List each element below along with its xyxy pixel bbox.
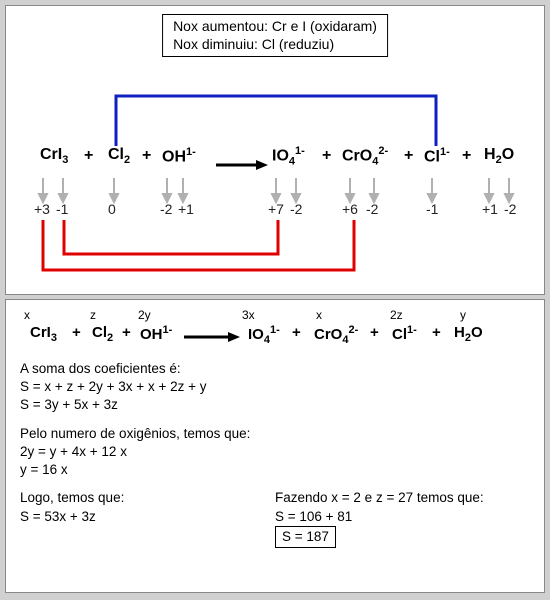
coef-z: z (90, 308, 96, 322)
calc-l8: S = 53x + 3z (20, 509, 96, 524)
species-CrI3: CrI3 (36, 146, 72, 166)
calc-l5: 2y = y + 4x + 12 x (20, 444, 127, 459)
coef-2z: 2z (390, 308, 403, 322)
calc-l4: Pelo numero de oxigênios, temos que: (20, 426, 250, 441)
ox-O-CrO4: -2 (366, 201, 378, 217)
plus: + (432, 324, 441, 341)
ox-Cr: +3 (34, 201, 50, 217)
top-panel: Nox aumentou: Cr e I (oxidaram) Nox dimi… (5, 5, 545, 295)
species-IO4: IO41- (268, 145, 309, 168)
ox-Hw: +1 (482, 201, 498, 217)
calc-result-box: S = 187 (275, 526, 336, 548)
calc-block: A soma dos coeficientes é: S = x + z + 2… (20, 360, 530, 548)
plus: + (318, 147, 335, 165)
coef-y: y (460, 308, 466, 322)
calc-l1: A soma dos coeficientes é: (20, 361, 181, 376)
ox-Ow: -2 (504, 201, 516, 217)
calc-l3: S = 3y + 5x + 3z (20, 397, 118, 412)
species-OH: OH1- (158, 146, 200, 166)
coef-x2: x (316, 308, 322, 322)
sp2-Cl2: Cl2 (92, 324, 113, 344)
ox-H-OH: +1 (178, 201, 194, 217)
ox-I7: +7 (268, 201, 284, 217)
plus: + (458, 147, 475, 165)
calc-l6: y = 16 x (20, 462, 68, 477)
sp2-IO4: IO41- (248, 324, 280, 346)
plus: + (370, 324, 379, 341)
species-Cl2: Cl2 (104, 146, 134, 166)
calc-l10: S = 106 + 81 (275, 509, 352, 524)
ox-Cr6: +6 (342, 201, 358, 217)
calc-l2: S = x + z + 2y + 3x + x + 2z + y (20, 379, 206, 394)
calc-l9: Fazendo x = 2 e z = 27 temos que: (275, 490, 484, 505)
plus: + (138, 147, 155, 165)
arrow-icon (184, 330, 240, 344)
species-CrO4: CrO42- (338, 145, 392, 168)
plus: + (122, 324, 131, 341)
coef-2y: 2y (138, 308, 151, 322)
coef-3x: 3x (242, 308, 255, 322)
bottom-panel: x z 2y 3x x 2z y CrI3 + Cl2 + OH1- IO41-… (5, 299, 545, 593)
ox-O-OH: -2 (160, 201, 172, 217)
sp2-H2O: H2O (454, 324, 483, 344)
ox-Clm: -1 (426, 201, 438, 217)
ox-O-IO4: -2 (290, 201, 302, 217)
species-Cl: Cl1- (420, 146, 454, 166)
sp2-OH: OH1- (140, 324, 172, 343)
plus: + (72, 324, 81, 341)
species-H2O: H2O (480, 146, 518, 166)
plus: + (80, 147, 97, 165)
sp2-CrI3: CrI3 (30, 324, 57, 344)
ox-Cl0: 0 (108, 201, 116, 217)
plus: + (400, 147, 417, 165)
coef-equation: x z 2y 3x x 2z y CrI3 + Cl2 + OH1- IO41-… (20, 310, 530, 356)
canvas: Nox aumentou: Cr e I (oxidaram) Nox dimi… (0, 0, 550, 600)
ox-I: -1 (56, 201, 68, 217)
coef-x: x (24, 308, 30, 322)
plus: + (292, 324, 301, 341)
sp2-CrO4: CrO42- (314, 324, 358, 346)
calc-l7: Logo, temos que: (20, 490, 124, 505)
sp2-Cl: Cl1- (392, 324, 417, 343)
oxidation-row: +3 -1 0 -2 +1 +7 -2 +6 -2 -1 +1 -2 (6, 201, 544, 221)
